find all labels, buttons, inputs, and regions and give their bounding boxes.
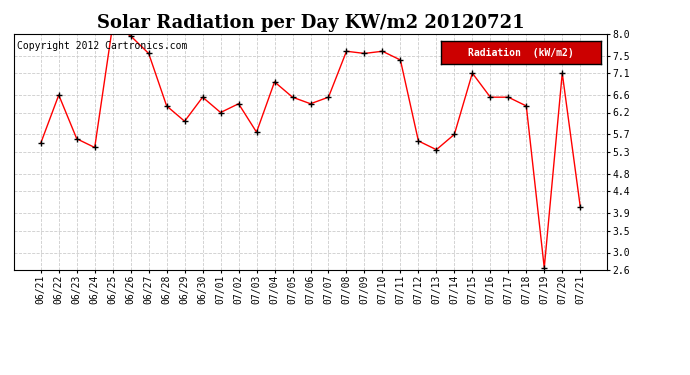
Title: Solar Radiation per Day KW/m2 20120721: Solar Radiation per Day KW/m2 20120721: [97, 14, 524, 32]
Text: Radiation  (kW/m2): Radiation (kW/m2): [469, 48, 574, 58]
Text: Copyright 2012 Cartronics.com: Copyright 2012 Cartronics.com: [17, 41, 187, 51]
